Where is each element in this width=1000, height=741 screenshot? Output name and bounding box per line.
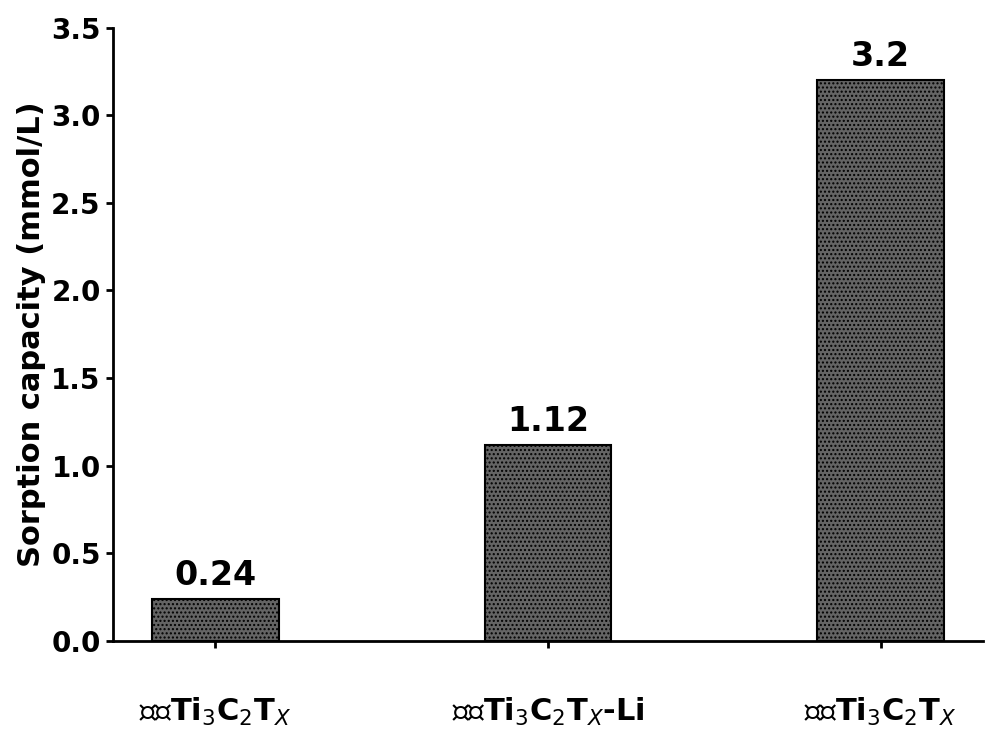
Text: 少层Ti$_3$C$_2$T$_X$-Li: 少层Ti$_3$C$_2$T$_X$-Li [452, 696, 644, 728]
Text: 3.2: 3.2 [851, 40, 910, 73]
Text: 多层Ti$_3$C$_2$T$_X$: 多层Ti$_3$C$_2$T$_X$ [139, 696, 291, 728]
Bar [152, 599, 279, 641]
Bar [485, 445, 611, 641]
Text: 单层Ti$_3$C$_2$T$_X$: 单层Ti$_3$C$_2$T$_X$ [804, 696, 957, 728]
Text: 1.12: 1.12 [507, 405, 589, 438]
Bar [817, 80, 944, 641]
Y-axis label: Sorption capacity (mmol/L): Sorption capacity (mmol/L) [17, 102, 46, 567]
Text: 0.24: 0.24 [174, 559, 256, 592]
